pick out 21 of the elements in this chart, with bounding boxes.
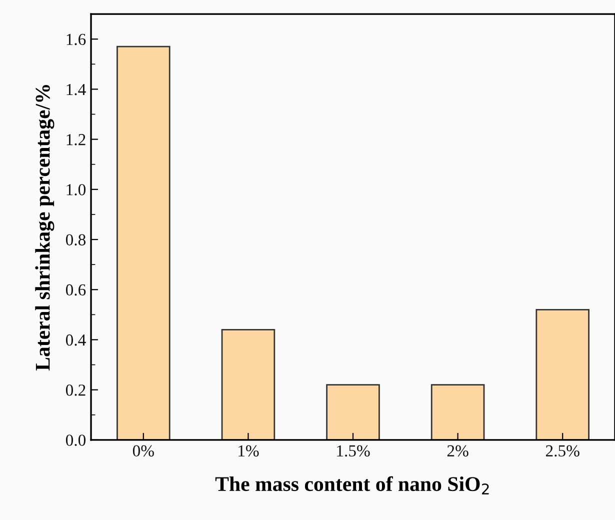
x-tick-label: 0% bbox=[132, 445, 154, 457]
x-tick-label: 2.5% bbox=[546, 445, 580, 457]
bar bbox=[221, 328, 276, 440]
y-tick-label: 0.2 bbox=[66, 384, 86, 396]
y-tick-label: 1.2 bbox=[66, 134, 86, 146]
bar bbox=[536, 308, 590, 440]
bar bbox=[326, 384, 380, 440]
x-tick-label: 2% bbox=[447, 445, 468, 457]
bar bbox=[430, 384, 485, 440]
x-tick-label: 1% bbox=[238, 445, 259, 457]
y-tick-label: 1.4 bbox=[66, 84, 86, 96]
x-axis-title: The mass content of nano SiO$_{2}$ bbox=[215, 476, 489, 494]
y-tick-label: 0.8 bbox=[66, 234, 86, 246]
y-tick-label: 0.6 bbox=[66, 284, 86, 296]
y-tick-label: 0.0 bbox=[66, 434, 86, 446]
x-tick-label: 1.5% bbox=[337, 445, 370, 457]
bar bbox=[116, 46, 170, 440]
y-tick-label: 0.4 bbox=[66, 334, 86, 346]
y-axis-title: Lateral shrinkage percentage/% bbox=[35, 85, 54, 371]
y-tick-label: 1.6 bbox=[66, 34, 86, 46]
y-tick-label: 1.0 bbox=[66, 184, 86, 196]
